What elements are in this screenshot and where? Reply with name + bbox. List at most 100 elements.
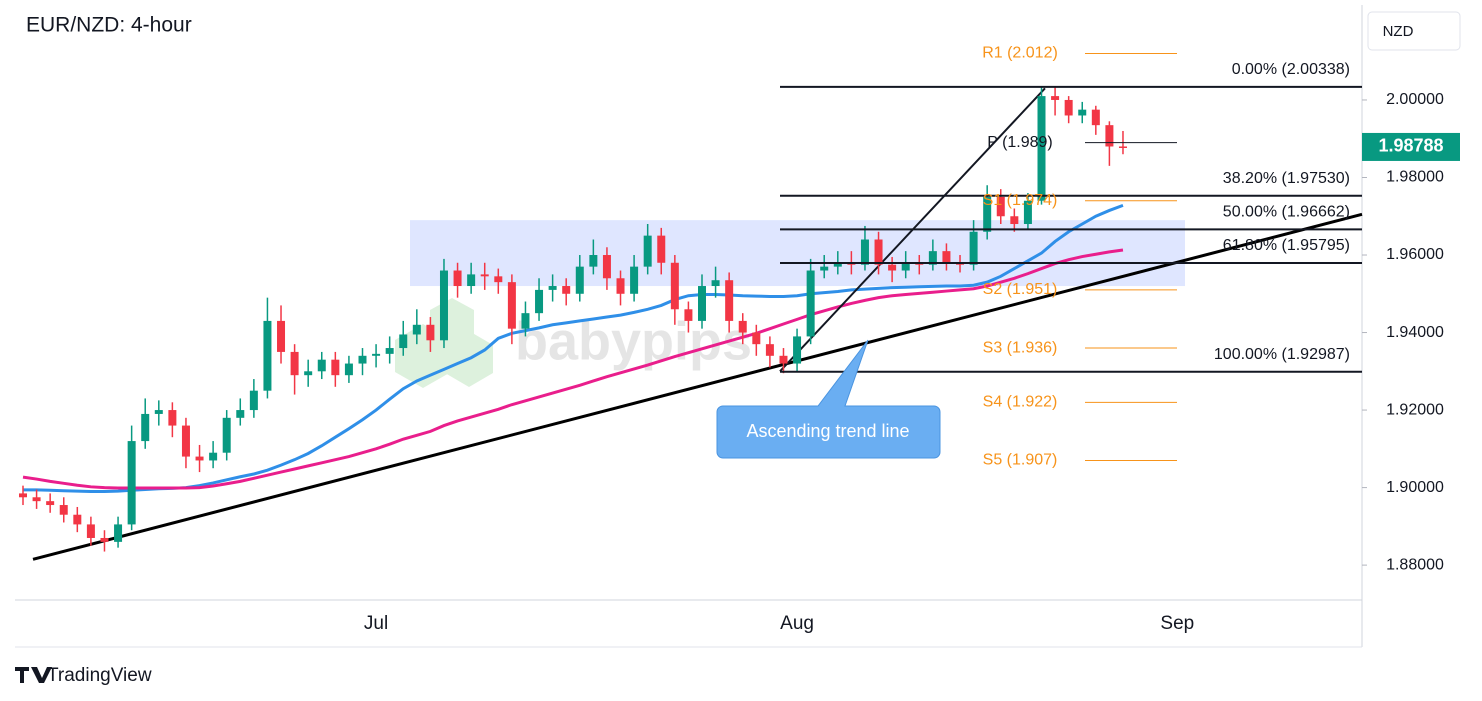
x-tick-label: Sep — [1160, 613, 1194, 634]
candle-body — [1091, 109, 1100, 126]
currency-box[interactable] — [1367, 11, 1461, 51]
candle-body — [209, 452, 218, 461]
candle-body — [100, 537, 109, 542]
fib-label: 38.20% (1.97530) — [1223, 170, 1350, 187]
fib-label: 0.00% (2.00338) — [1232, 61, 1350, 78]
candle-body — [657, 235, 666, 263]
watermark: babypips — [515, 311, 752, 371]
candle-body — [575, 266, 584, 294]
candle-body — [928, 251, 937, 265]
candle-body — [195, 456, 204, 461]
y-tick-label: 1.92000 — [1386, 401, 1444, 418]
candle-body — [304, 371, 313, 376]
candle-body — [535, 289, 544, 314]
candle-body — [372, 353, 381, 356]
candle-body — [59, 505, 68, 515]
candle-body — [453, 270, 462, 287]
candle-body — [344, 363, 353, 376]
candle-body — [779, 355, 788, 364]
x-tick-label: Aug — [780, 613, 814, 634]
candle-body — [114, 524, 123, 542]
candle-body — [901, 262, 910, 271]
fib-label: 50.00% (1.96662) — [1223, 204, 1350, 221]
candle-body — [1051, 96, 1060, 100]
x-tick-label: Jul — [364, 613, 388, 634]
candle-body — [521, 313, 530, 329]
plot: babypips 1.88000 1.90000 1.92000 1.94000 1.96… — [19, 45, 1460, 634]
candle-body — [236, 410, 245, 418]
candle-body — [1010, 216, 1019, 225]
candle-body — [141, 413, 150, 442]
pivot-label: R1 (2.012) — [982, 45, 1058, 62]
candle-body — [616, 278, 625, 294]
candle-body — [290, 351, 299, 376]
candle-body — [263, 320, 272, 391]
pivot-label: S4 (1.922) — [983, 394, 1058, 411]
candle-body — [548, 286, 557, 290]
candle-body — [73, 514, 82, 525]
candle-body — [46, 501, 55, 506]
candle-body — [358, 355, 367, 364]
fib-label: 100.00% (1.92987) — [1214, 346, 1350, 363]
candle-body — [32, 497, 41, 502]
candle-body — [249, 390, 258, 411]
candle-body — [1037, 96, 1046, 201]
candle-body — [684, 309, 693, 321]
candle-body — [412, 324, 421, 335]
candle-body — [331, 359, 340, 376]
annotation-box — [716, 339, 941, 459]
candle-body — [738, 320, 747, 333]
last-price-box — [1362, 132, 1460, 161]
candle-body — [765, 344, 774, 356]
candle-body — [317, 359, 326, 372]
candle-body — [602, 255, 611, 279]
candle-body — [154, 410, 163, 414]
candle-body — [793, 336, 802, 364]
candle-body — [806, 270, 815, 337]
candle-body — [1064, 99, 1073, 116]
candle-body — [127, 441, 136, 525]
candle-body — [725, 280, 734, 321]
candle-body — [168, 410, 177, 426]
candle-body — [181, 425, 190, 457]
annotation: Ascending trend line — [746, 421, 909, 441]
y-tick-label: 1.96000 — [1386, 246, 1444, 263]
candle-body — [996, 196, 1005, 217]
pivot-label: P (1.989) — [987, 134, 1053, 151]
candle-body — [1023, 200, 1032, 225]
candle-body — [277, 320, 286, 352]
y-tick-label: 1.90000 — [1386, 479, 1444, 496]
candle-body — [562, 286, 571, 294]
moving-average — [22, 248, 1124, 490]
pivot-label: S1 (1.974) — [983, 192, 1058, 209]
y-tick-label: 2.00000 — [1386, 91, 1444, 108]
candle-body — [1118, 146, 1127, 148]
candle-body — [385, 348, 394, 354]
candle-body — [1078, 109, 1087, 116]
last-price-label: 1.98788 — [1378, 136, 1443, 156]
candle-body — [983, 196, 992, 232]
pivot-label: S2 (1.951) — [983, 281, 1058, 298]
candle-body — [942, 251, 951, 263]
candle-body — [969, 231, 978, 265]
candle-body — [874, 239, 883, 265]
candle-body — [711, 280, 720, 287]
candle-body — [888, 264, 897, 271]
candle-body — [1105, 125, 1114, 147]
y-tick-label: 1.88000 — [1386, 556, 1444, 573]
candle-body — [643, 235, 652, 267]
fib-label: 61.80% (1.95795) — [1223, 237, 1350, 254]
zone — [410, 220, 1185, 287]
chart-title: EUR/NZD: 4-hour — [26, 14, 192, 37]
candle-body — [426, 324, 435, 341]
candle-body — [494, 276, 503, 283]
candle-body — [222, 417, 231, 453]
y-tick-label: 1.94000 — [1386, 324, 1444, 341]
trend-line — [32, 212, 1363, 561]
candle-body — [19, 493, 27, 498]
candle-body — [752, 332, 761, 345]
candle-body — [86, 524, 95, 538]
candle-body — [833, 262, 842, 267]
